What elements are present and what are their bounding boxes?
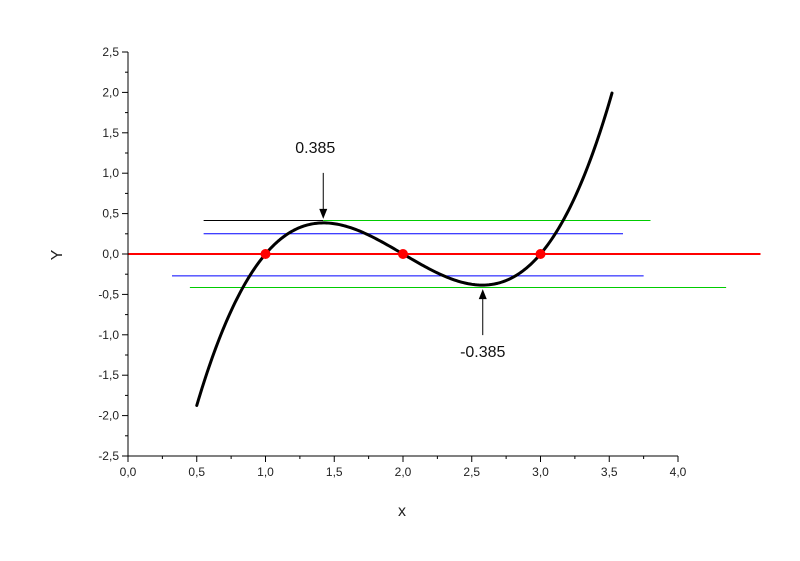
y-tick-label: 0,5 [102, 207, 119, 221]
x-axis-label: x [398, 503, 406, 520]
x-tick-label: 4,0 [670, 465, 687, 479]
annotation-arrowhead [319, 208, 328, 219]
axes: 0,0 0,5 1,0 1,5 2,0 2,5 3,0 3,5 4,0 -2,5 -2,0 -1,5 -… [98, 45, 686, 479]
annotation-label: 0.385 [295, 140, 335, 157]
y-tick-label: -2,0 [98, 409, 119, 423]
x-tick-label: 0,5 [188, 465, 205, 479]
y-tick-label: 1,5 [102, 126, 119, 140]
x-tick-label: 1,0 [257, 465, 274, 479]
y-tick-label: 2,0 [102, 85, 119, 99]
annotation-label: -0.385 [460, 344, 505, 361]
annotation-arrowhead [478, 289, 487, 300]
y-tick-label: 1,0 [102, 166, 119, 180]
y-tick-label: 0,0 [102, 247, 119, 261]
y-tick-label: -1,0 [98, 328, 119, 342]
root-point [398, 249, 408, 259]
plot-area: 0.385 -0.385 [128, 91, 761, 407]
y-tick-label: -1,5 [98, 368, 119, 382]
x-tick-label: 0,0 [120, 465, 137, 479]
x-tick-label: 3,5 [601, 465, 618, 479]
annotation: -0.385 [460, 289, 506, 361]
y-tick-label: 2,5 [102, 45, 119, 59]
annotation: 0.385 [295, 140, 335, 219]
x-tick-label: 2,5 [463, 465, 480, 479]
root-point [260, 249, 271, 259]
y-tick-label: -2,5 [98, 449, 119, 463]
root-point [535, 249, 546, 259]
x-tick-label: 1,5 [326, 465, 343, 479]
x-tick-label: 2,0 [395, 465, 412, 479]
x-tick-label: 3,0 [532, 465, 549, 479]
y-axis-label: Y [49, 249, 66, 260]
y-tick-label: -0,5 [98, 287, 119, 301]
